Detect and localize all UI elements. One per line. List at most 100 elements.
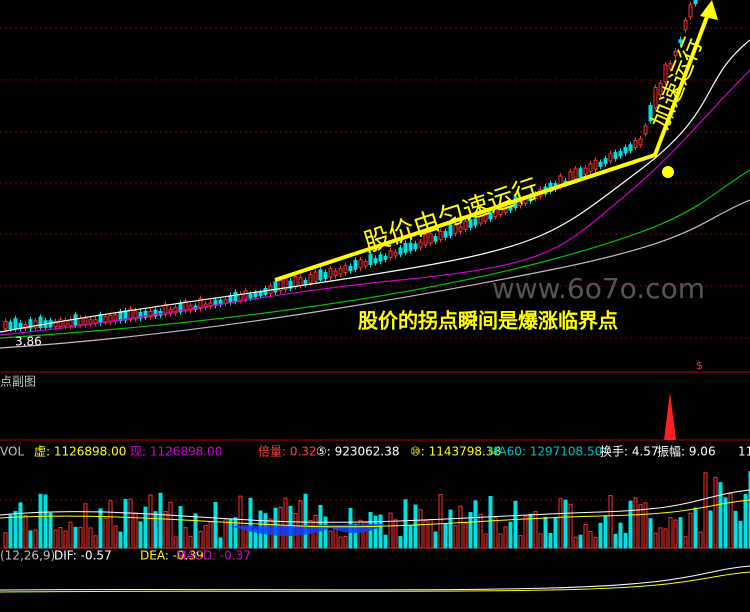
candle [598,161,603,167]
candle [358,259,363,269]
vol-bar [658,527,663,549]
candle [653,86,658,109]
vol-bar [128,498,133,549]
vol-bar [598,522,603,549]
candle [663,64,668,83]
candle [373,257,378,264]
candle [53,320,58,328]
vol-bar [403,499,408,549]
candle [318,269,323,281]
candle [423,233,428,246]
vol-bar [483,533,488,549]
vol-bar [133,512,138,549]
candle [88,319,93,325]
vol-bar [48,512,53,549]
vol-bar [173,536,178,549]
vol-bar [413,504,418,549]
candle [463,220,468,230]
vol-bar [663,528,668,549]
candle [333,270,338,276]
vol-bar [723,497,728,549]
candle [203,303,208,308]
candle [408,242,413,252]
vol-item: 虚: 1126898.00 [34,445,126,459]
vol-bar [143,506,148,549]
vol-bar [728,493,733,549]
vol-bar [363,522,368,549]
candle [83,317,88,325]
candle [458,226,463,232]
candle [378,254,383,262]
candle [58,319,63,327]
vol-bar [468,511,473,549]
sub-title: 点副图 [0,375,36,389]
vol-bar [623,532,628,549]
vol-bar [353,523,358,549]
vol-bar [518,535,523,549]
vol-bar [653,532,658,549]
vol-item: ⑩: 1143798.38 [410,445,501,459]
candle [208,302,213,307]
candle [393,251,398,257]
candle [633,139,638,148]
vol-bar [73,526,78,549]
macd-item: DIF: -0.57 [54,549,112,563]
vol-bar [693,507,698,549]
candle [623,146,628,154]
vol-bar [13,510,18,549]
vol-bar [478,513,483,549]
candle [133,310,138,320]
vol-bar [323,516,328,549]
vol-bar [683,536,688,549]
vol-bar [568,503,573,549]
candle [668,63,673,70]
candles [3,0,698,332]
candle [583,167,588,175]
candle [433,236,438,242]
candle [428,233,433,244]
candle [153,309,158,317]
vol-bar [463,522,468,549]
vol-bar [553,518,558,549]
candle [143,310,148,318]
vol-bar [678,517,683,549]
vol-bar [588,531,593,549]
vol-bar [613,533,618,549]
accel-label: 加速运行 [646,33,708,132]
candle [383,255,388,260]
vol-bar [103,517,108,549]
candle [233,291,238,302]
watermark: www.6o7o.com [492,272,705,305]
candle [403,243,408,253]
vol-bar [743,493,748,549]
vol-bar [43,494,48,549]
candle [3,320,8,330]
vol-bar [178,506,183,549]
vol-bar [593,536,598,549]
vol-bar [458,505,463,549]
vol-bar [118,531,123,549]
vol-bar [343,535,348,549]
candle [628,144,633,151]
vol-item: MA60: 1297108.50 [488,445,602,459]
vol-bar [583,524,588,549]
candle [308,273,313,284]
vol-bar [238,495,243,549]
candle [288,280,293,289]
macd-item: MACD: -0.37 [176,549,251,563]
vol-bar [113,525,118,549]
vol-bar [433,531,438,549]
vol-bar [628,500,633,549]
vol-bar [643,502,648,549]
macd-item: DEA: -0.39 [140,549,204,563]
candle [128,308,133,320]
vol-bar [618,522,623,549]
vol-bar [488,495,493,549]
vol-bar [138,521,143,549]
candle [328,268,333,278]
candle [253,292,258,298]
vol-bar [673,519,678,549]
sub-marker: $ [696,359,703,372]
candle [488,212,493,220]
candle [198,298,203,309]
